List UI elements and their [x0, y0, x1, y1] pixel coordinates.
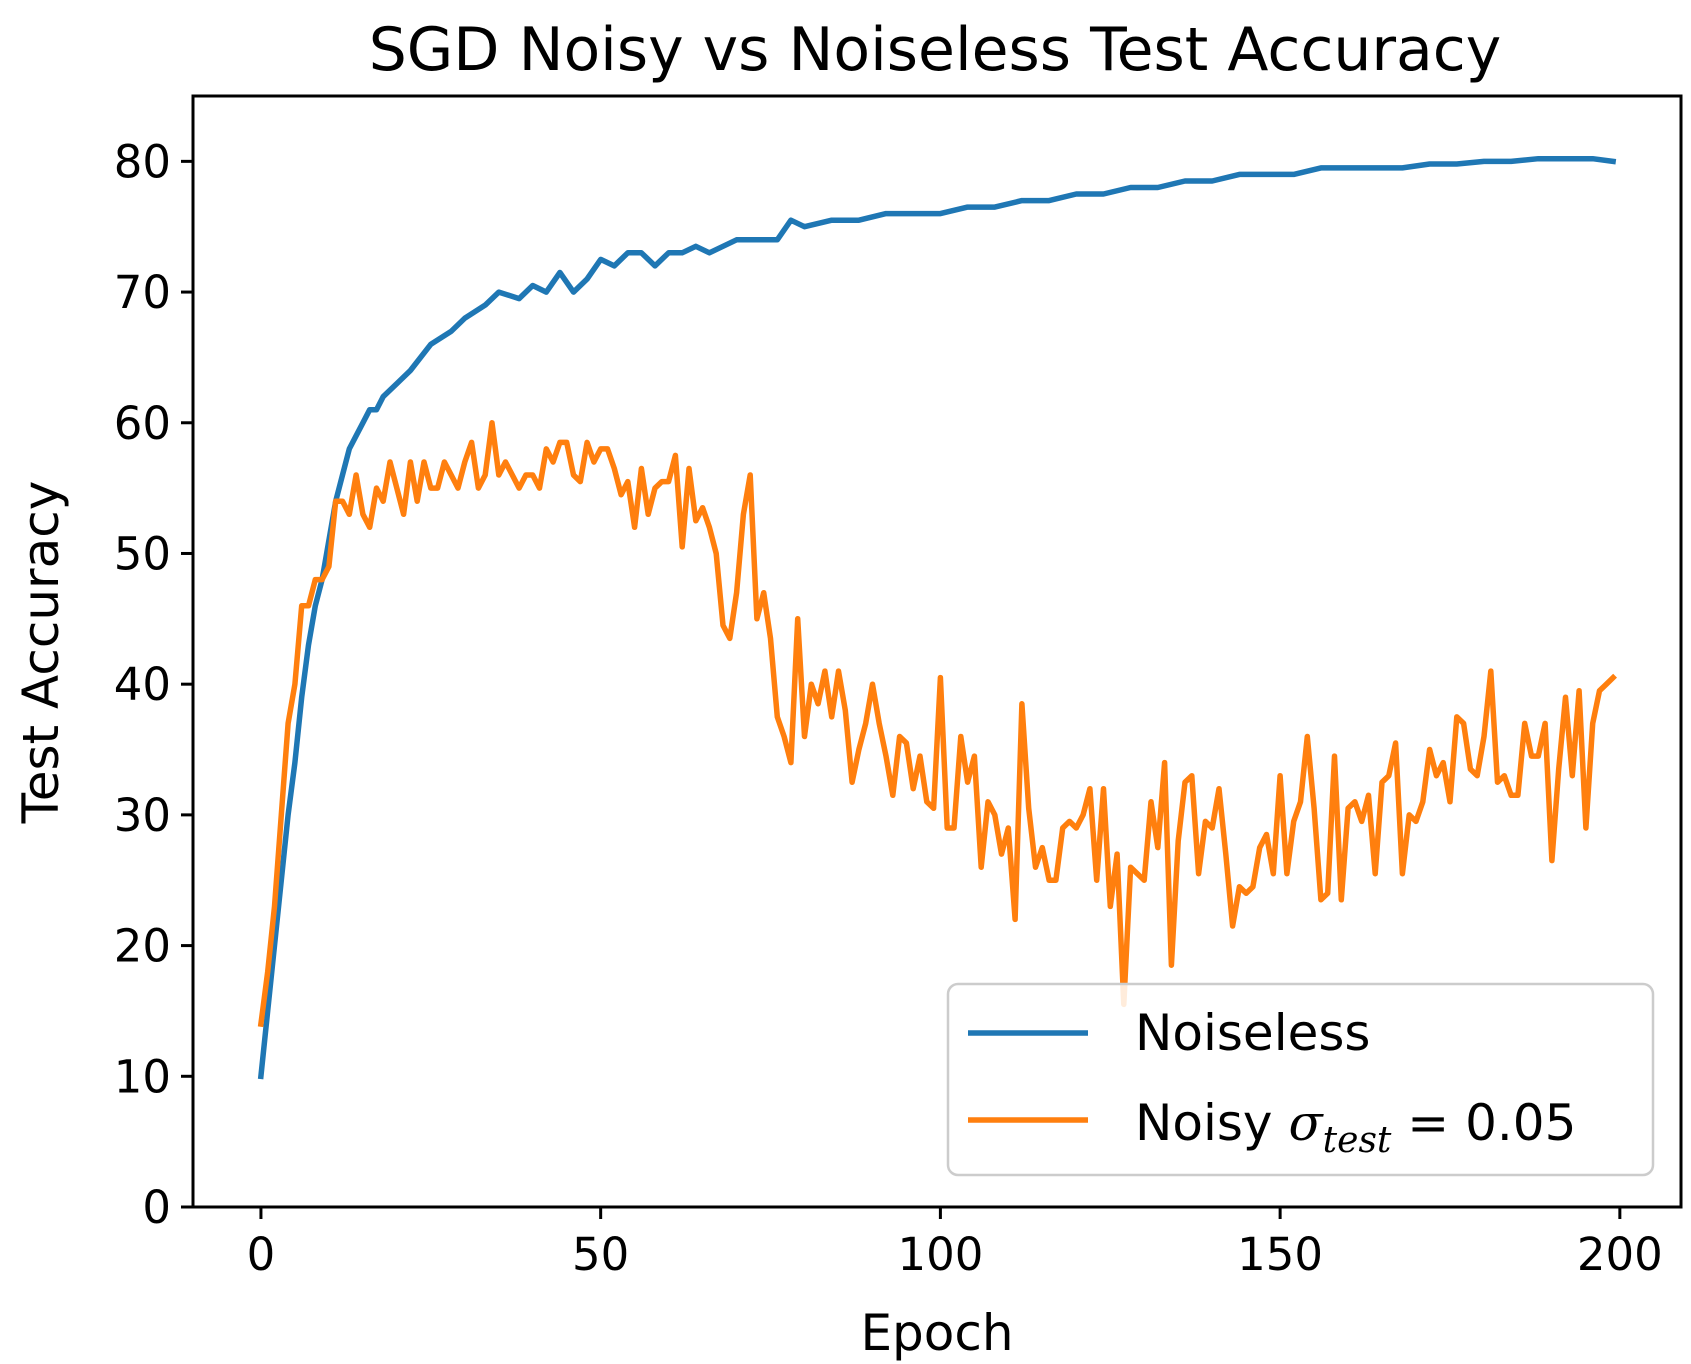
- legend-noisy-subscript: test: [1323, 1120, 1392, 1161]
- x-tick-label: 200: [1577, 1228, 1663, 1281]
- y-axis-label: Test Accuracy: [12, 481, 70, 825]
- y-tick-label: 10: [114, 1050, 171, 1103]
- y-tick-label: 30: [114, 789, 171, 842]
- legend-label-noisy: Noisy σtest = 0.05: [1135, 1094, 1576, 1161]
- legend-noisy-prefix: Noisy: [1135, 1094, 1273, 1152]
- x-axis-label: Epoch: [860, 1304, 1013, 1362]
- series-layer: [257, 155, 1617, 1080]
- series-line-noiseless: [257, 155, 1617, 1080]
- chart-title: SGD Noisy vs Noiseless Test Accuracy: [369, 15, 1502, 85]
- y-tick-label: 20: [114, 920, 171, 973]
- x-axis-ticks: 0 50 100 150 200: [247, 1207, 1663, 1281]
- y-tick-label: 70: [114, 266, 171, 319]
- legend-box: [946, 982, 1655, 1177]
- y-tick-label: 0: [142, 1181, 171, 1234]
- y-tick-label: 40: [114, 658, 171, 711]
- y-axis-ticks: 0 10 20 30 40 50 60 70 80: [114, 135, 193, 1234]
- x-tick-label: 150: [1237, 1228, 1323, 1281]
- y-tick-label: 50: [114, 527, 171, 580]
- x-tick-label: 100: [897, 1228, 983, 1281]
- y-tick-label: 80: [114, 135, 171, 188]
- x-tick-label: 50: [572, 1228, 629, 1281]
- legend-noisy-suffix: = 0.05: [1391, 1094, 1576, 1152]
- legend-label-noiseless: Noiseless: [1135, 1004, 1370, 1062]
- legend-noisy-symbol: σ: [1289, 1094, 1325, 1152]
- series-line-noisy: [257, 420, 1617, 1028]
- y-tick-label: 60: [114, 397, 171, 450]
- plot-frame: [191, 94, 1683, 1209]
- x-tick-label: 0: [247, 1228, 276, 1281]
- legend: Noiseless Noisy σtest = 0.05: [946, 982, 1655, 1177]
